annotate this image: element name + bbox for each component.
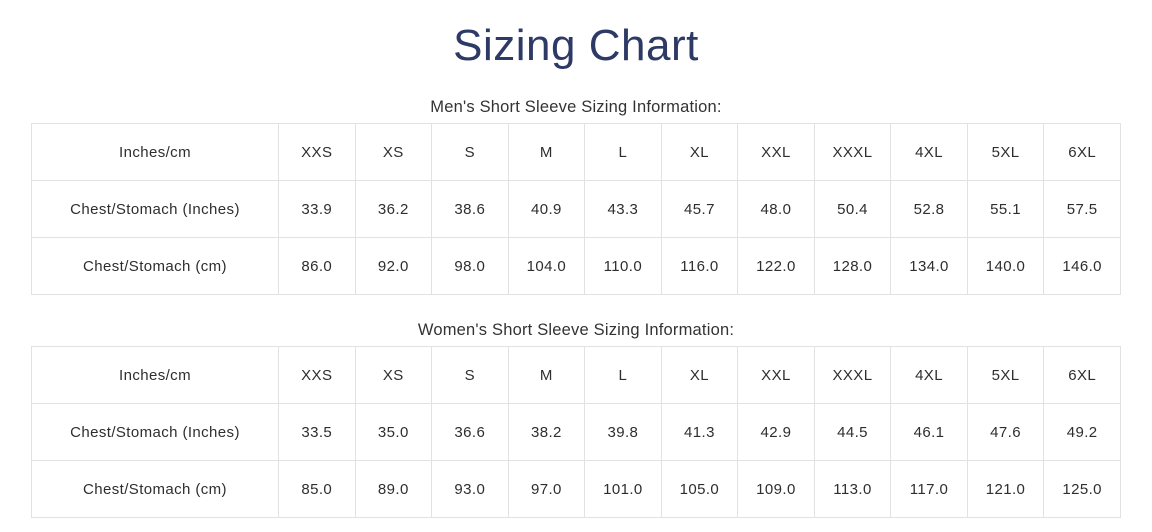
measurement-cell: 35.0 — [354, 403, 433, 461]
measurement-cell: 110.0 — [584, 237, 662, 295]
measurement-cell: 92.0 — [354, 237, 433, 295]
measurement-cell: 36.6 — [431, 403, 509, 461]
measurement-cell: 101.0 — [584, 460, 662, 518]
womens-sizing-table: Inches/cm XXS XS S M L XL XXL XXXL 4XL 5XL 6XL Ches… — [31, 346, 1121, 518]
header-row: Inches/cm XXS XS S M L XL XXL XXXL 4XL 5XL 6XL — [31, 346, 1121, 404]
row-label-cell: Chest/Stomach (cm) — [31, 237, 279, 295]
size-header-cell: XS — [354, 346, 433, 404]
mens-sizing-section: Men's Short Sleeve Sizing Information: I… — [0, 98, 1152, 295]
measurement-cell: 55.1 — [966, 180, 1045, 238]
womens-table-caption: Women's Short Sleeve Sizing Information: — [417, 321, 735, 339]
size-header-cell: 5XL — [966, 346, 1045, 404]
table-row: Chest/Stomach (Inches) 33.5 35.0 36.6 38.2 39… — [31, 403, 1121, 461]
table-header-row: Inches/cm XXS XS S M L XL XXL XXXL 4XL 5XL 6XL — [31, 346, 1121, 404]
measurement-cell: 85.0 — [278, 460, 356, 518]
table-body: Chest/Stomach (Inches) 33.9 36.2 38.6 40.9 43… — [31, 180, 1121, 295]
measurement-cell: 97.0 — [507, 460, 586, 518]
table-body: Chest/Stomach (Inches) 33.5 35.0 36.6 38.2 39… — [31, 403, 1121, 518]
measurement-cell: 38.6 — [431, 180, 509, 238]
measurement-cell: 109.0 — [737, 460, 815, 518]
size-header-cell: M — [507, 123, 586, 181]
measurement-cell: 42.9 — [737, 403, 815, 461]
units-header-cell: Inches/cm — [31, 123, 279, 181]
measurement-cell: 33.9 — [278, 180, 356, 238]
measurement-cell: 57.5 — [1043, 180, 1121, 238]
size-header-cell: XXXL — [813, 346, 892, 404]
mens-sizing-table: Inches/cm XXS XS S M L XL XXL XXXL 4XL 5XL 6XL Ches… — [31, 123, 1121, 295]
measurement-cell: 36.2 — [354, 180, 433, 238]
measurement-cell: 52.8 — [890, 180, 968, 238]
measurement-cell: 38.2 — [507, 403, 586, 461]
units-header-cell: Inches/cm — [31, 346, 279, 404]
measurement-cell: 40.9 — [507, 180, 586, 238]
size-header-cell: XXXL — [813, 123, 892, 181]
row-label-cell: Chest/Stomach (Inches) — [31, 403, 279, 461]
measurement-cell: 128.0 — [813, 237, 892, 295]
table-row: Chest/Stomach (cm) 86.0 92.0 98.0 104.0 110.0… — [31, 237, 1121, 295]
measurement-cell: 146.0 — [1043, 237, 1121, 295]
size-header-cell: XXS — [278, 123, 356, 181]
table-row: Chest/Stomach (Inches) 33.9 36.2 38.6 40.9 43… — [31, 180, 1121, 238]
size-header-cell: XL — [660, 123, 739, 181]
row-label-cell: Chest/Stomach (cm) — [31, 460, 279, 518]
measurement-cell: 104.0 — [507, 237, 586, 295]
measurement-cell: 113.0 — [813, 460, 892, 518]
size-header-cell: 5XL — [966, 123, 1045, 181]
measurement-cell: 125.0 — [1043, 460, 1121, 518]
measurement-cell: 89.0 — [354, 460, 433, 518]
measurement-cell: 98.0 — [431, 237, 509, 295]
measurement-cell: 140.0 — [966, 237, 1045, 295]
size-header-cell: 4XL — [890, 123, 968, 181]
measurement-cell: 117.0 — [890, 460, 968, 518]
measurement-cell: 45.7 — [660, 180, 739, 238]
size-header-cell: 6XL — [1043, 346, 1121, 404]
measurement-cell: 48.0 — [737, 180, 815, 238]
size-header-cell: S — [431, 123, 509, 181]
header-row: Inches/cm XXS XS S M L XL XXL XXXL 4XL 5XL 6XL — [31, 123, 1121, 181]
measurement-cell: 49.2 — [1043, 403, 1121, 461]
measurement-cell: 41.3 — [660, 403, 739, 461]
measurement-cell: 93.0 — [431, 460, 509, 518]
measurement-cell: 44.5 — [813, 403, 892, 461]
measurement-cell: 121.0 — [966, 460, 1045, 518]
measurement-cell: 134.0 — [890, 237, 968, 295]
measurement-cell: 86.0 — [278, 237, 356, 295]
row-label-cell: Chest/Stomach (Inches) — [31, 180, 279, 238]
womens-sizing-section: Women's Short Sleeve Sizing Information:… — [0, 321, 1152, 518]
table-row: Chest/Stomach (cm) 85.0 89.0 93.0 97.0 101.0 1… — [31, 460, 1121, 518]
measurement-cell: 46.1 — [890, 403, 968, 461]
size-header-cell: 4XL — [890, 346, 968, 404]
measurement-cell: 116.0 — [660, 237, 739, 295]
measurement-cell: 39.8 — [584, 403, 662, 461]
table-header-row: Inches/cm XXS XS S M L XL XXL XXXL 4XL 5XL 6XL — [31, 123, 1121, 181]
size-header-cell: XXL — [737, 346, 815, 404]
size-header-cell: M — [507, 346, 586, 404]
measurement-cell: 43.3 — [584, 180, 662, 238]
size-header-cell: XXL — [737, 123, 815, 181]
size-header-cell: XXS — [278, 346, 356, 404]
measurement-cell: 47.6 — [966, 403, 1045, 461]
measurement-cell: 105.0 — [660, 460, 739, 518]
measurement-cell: 33.5 — [278, 403, 356, 461]
mens-table-caption: Men's Short Sleeve Sizing Information: — [430, 98, 722, 116]
measurement-cell: 50.4 — [813, 180, 892, 238]
size-header-cell: L — [584, 123, 662, 181]
size-header-cell: L — [584, 346, 662, 404]
size-header-cell: XL — [660, 346, 739, 404]
size-header-cell: XS — [354, 123, 433, 181]
measurement-cell: 122.0 — [737, 237, 815, 295]
size-header-cell: S — [431, 346, 509, 404]
page-title: Sizing Chart — [453, 21, 699, 70]
size-header-cell: 6XL — [1043, 123, 1121, 181]
